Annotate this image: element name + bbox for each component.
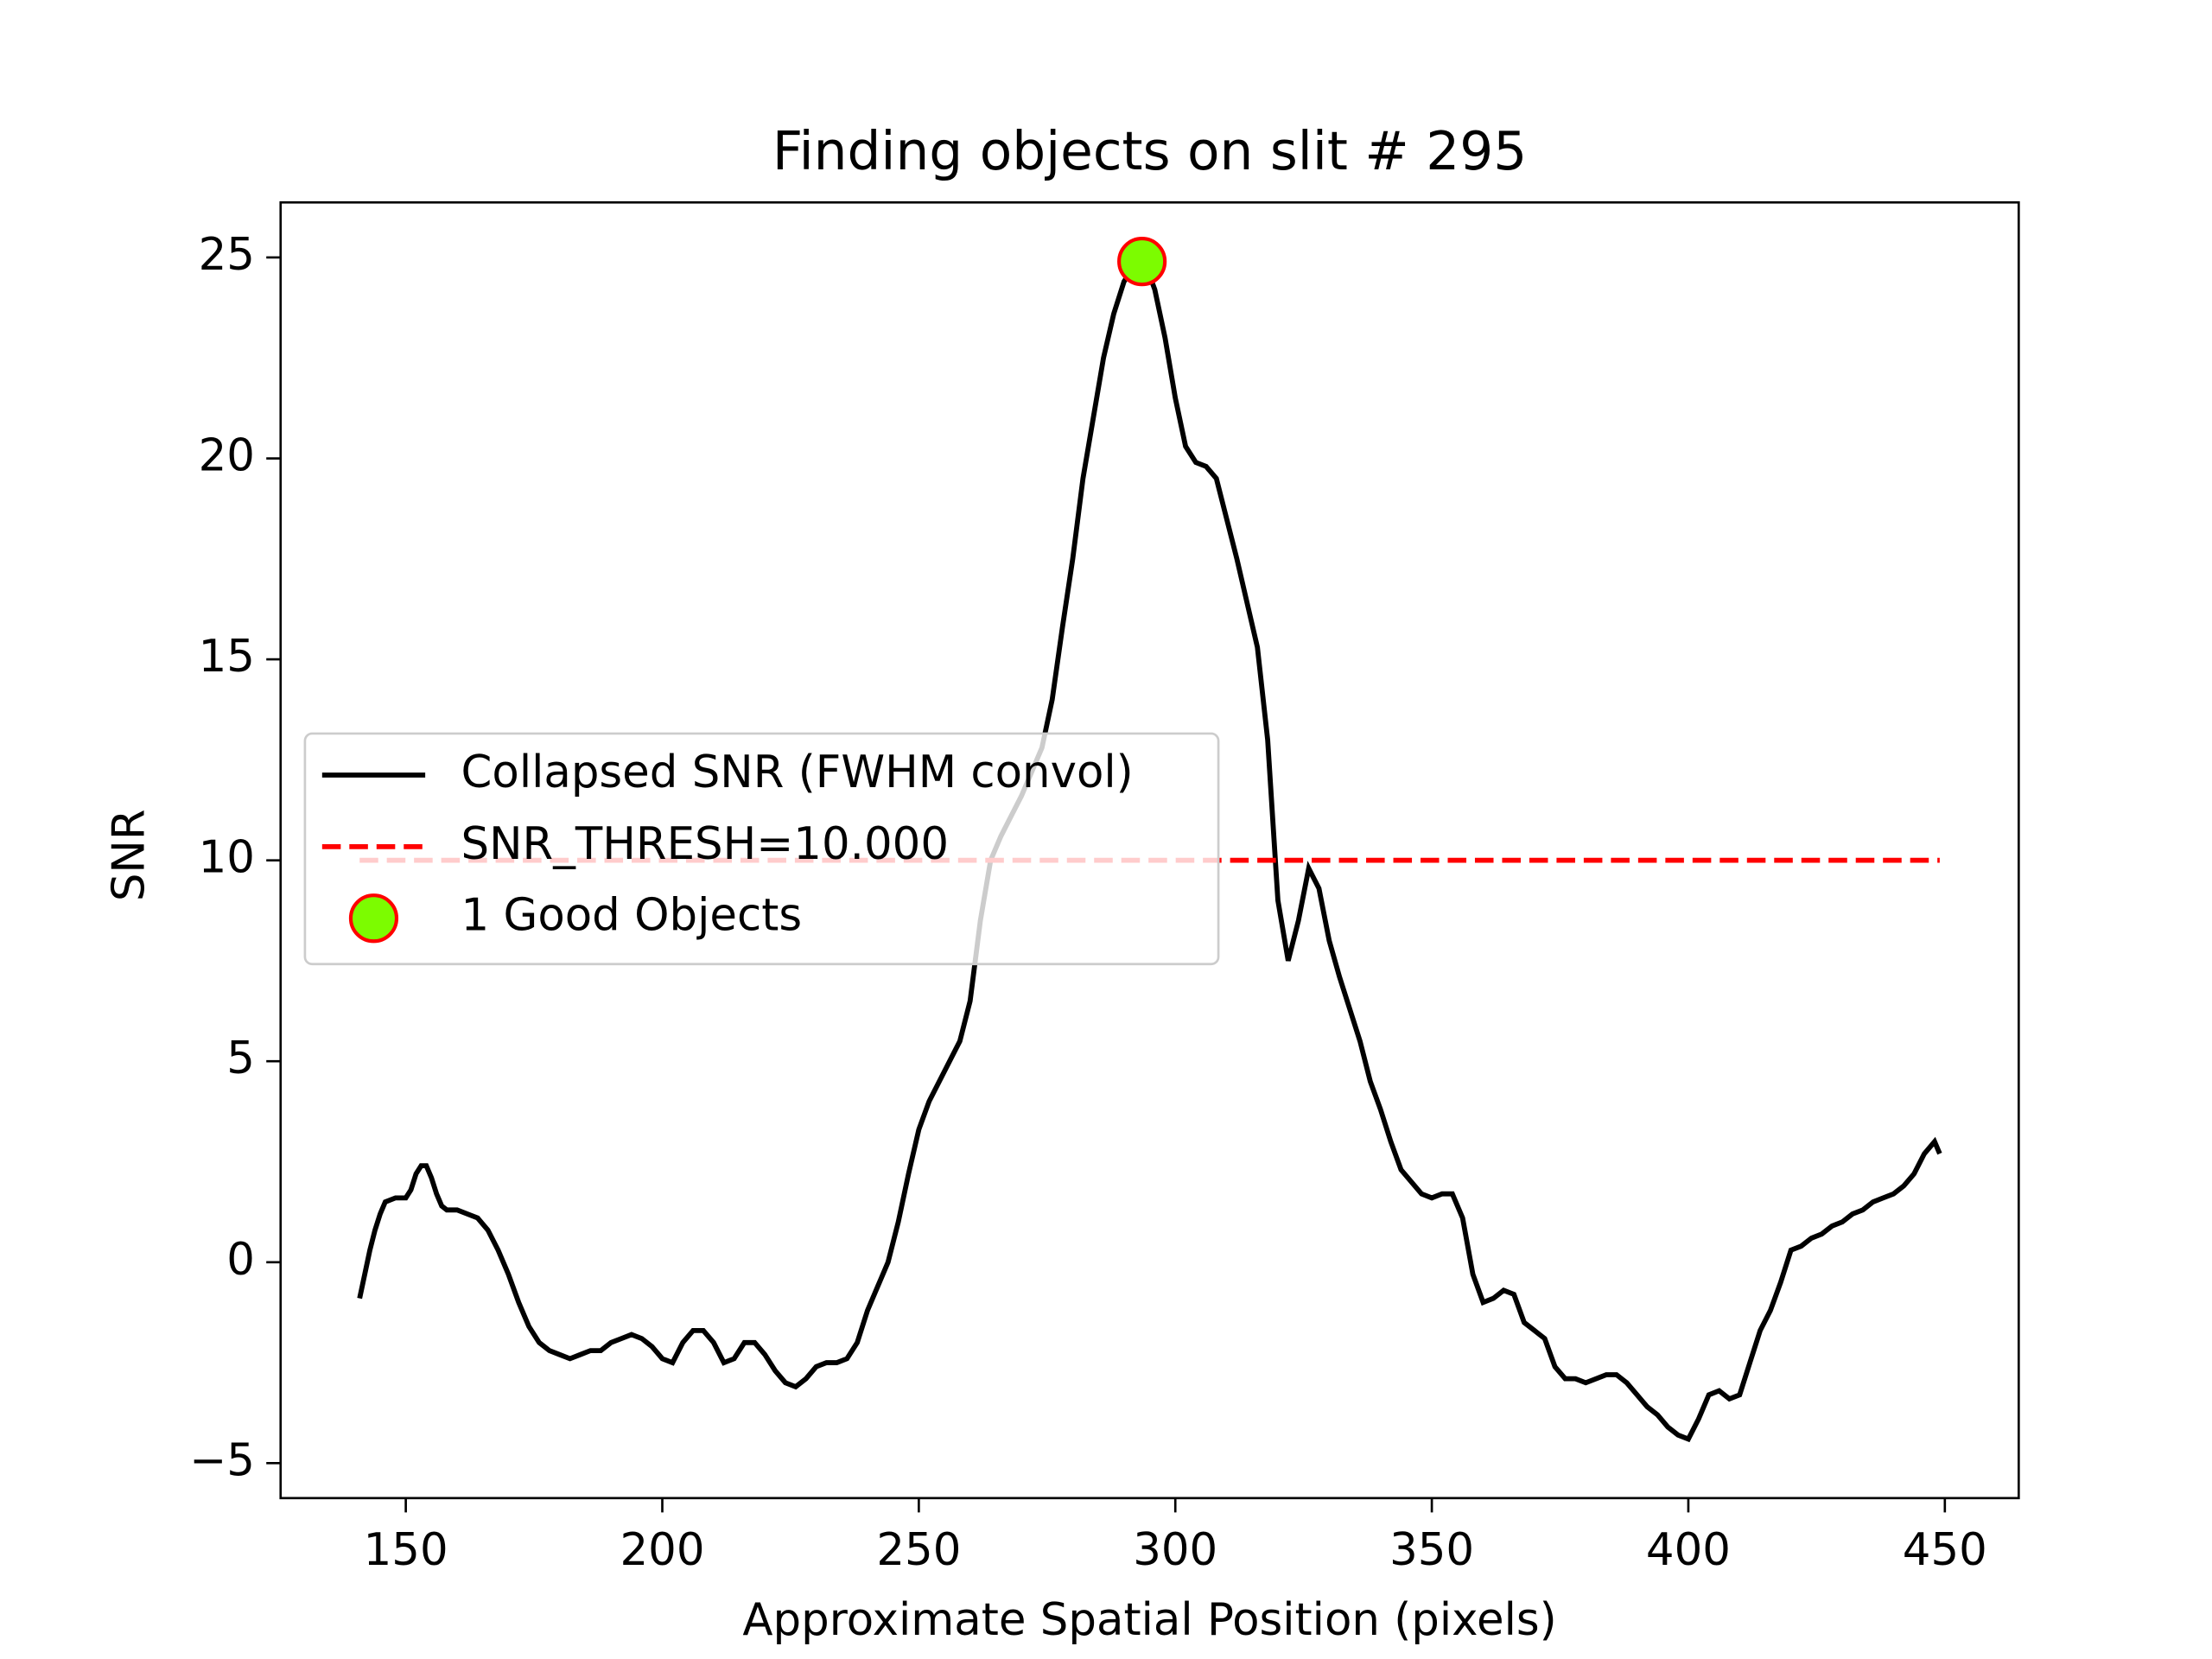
legend-marker — [348, 893, 399, 944]
x-tick-label: 200 — [620, 1524, 704, 1576]
legend-label: SNR_THRESH=10.000 — [461, 818, 949, 870]
y-tick-label: 25 — [199, 229, 255, 281]
y-tick-label: 10 — [199, 832, 255, 884]
object-marker — [1117, 237, 1167, 287]
snr-line — [357, 257, 1942, 1443]
x-tick-label: 350 — [1389, 1524, 1474, 1576]
plot-frame — [279, 200, 2020, 1500]
legend-box — [303, 732, 1220, 966]
y-tick-label: 0 — [226, 1234, 255, 1286]
chart-title: Finding objects on slit # 295 — [772, 121, 1527, 182]
y-tick-label: 20 — [199, 430, 255, 482]
x-tick-label: 300 — [1133, 1524, 1217, 1576]
y-tick-label: 5 — [226, 1033, 255, 1084]
x-tick-label: 150 — [364, 1524, 448, 1576]
y-tick-label: 15 — [199, 631, 255, 683]
x-tick-label: 400 — [1646, 1524, 1731, 1576]
x-tick-label: 250 — [876, 1524, 961, 1576]
legend-label: Collapsed SNR (FWHM convol) — [461, 747, 1134, 798]
x-tick-label: 450 — [1903, 1524, 1987, 1576]
legend-label: 1 Good Objects — [461, 890, 803, 942]
y-axis-label: SNR — [103, 809, 155, 901]
y-tick-label: −5 — [189, 1434, 255, 1486]
x-axis-label: Approximate Spatial Position (pixels) — [742, 1594, 1556, 1646]
